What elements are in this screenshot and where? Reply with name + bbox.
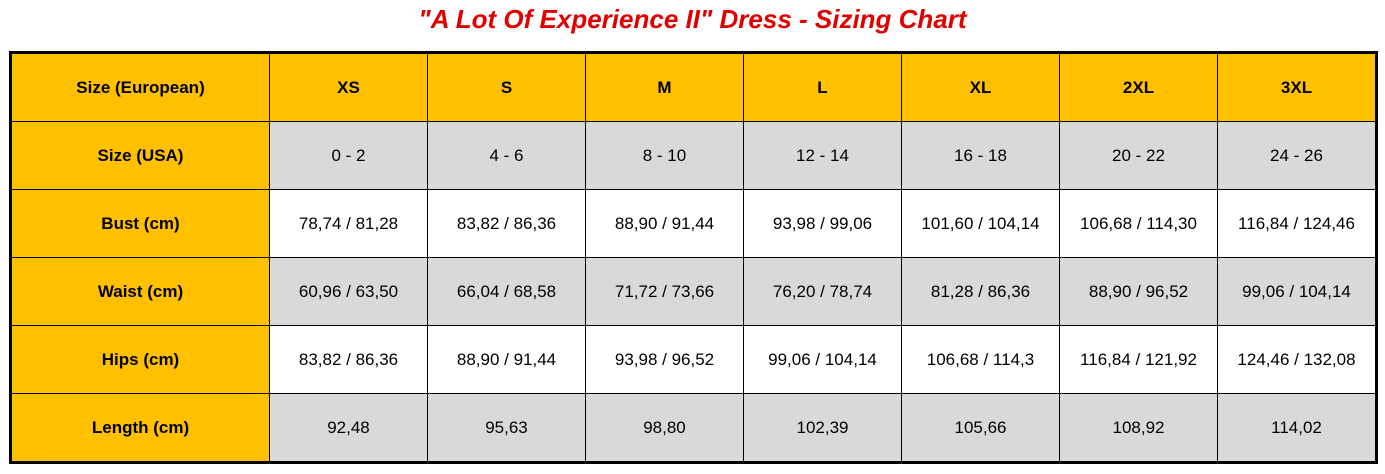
table-cell: 95,63 <box>427 393 586 463</box>
table-cell: 4 - 6 <box>427 121 586 190</box>
table-cell: 101,60 / 104,14 <box>901 189 1060 258</box>
header-cell: Length (cm) <box>10 393 270 463</box>
table-cell: 20 - 22 <box>1059 121 1218 190</box>
table-cell: 76,20 / 78,74 <box>743 257 902 326</box>
table-row: Length (cm) 92,48 95,63 98,80 102,39 105,66 10… <box>10 393 1377 463</box>
header-cell: M <box>585 52 744 122</box>
header-cell: Size (USA) <box>10 121 270 190</box>
table-cell: 93,98 / 99,06 <box>743 189 902 258</box>
table-row: Waist (cm) 60,96 / 63,50 66,04 / 68,58 71,7… <box>10 257 1377 326</box>
table-cell: 92,48 <box>269 393 428 463</box>
header-cell: XL <box>901 52 1060 122</box>
table-cell: 78,74 / 81,28 <box>269 189 428 258</box>
table-cell: 116,84 / 121,92 <box>1059 325 1218 394</box>
table-cell: 105,66 <box>901 393 1060 463</box>
chart-title: "A Lot Of Experience II" Dress - Sizing … <box>418 4 967 34</box>
table-row: Bust (cm) 78,74 / 81,28 83,82 / 86,36 88,90… <box>10 189 1377 258</box>
header-cell: Waist (cm) <box>10 257 270 326</box>
header-cell: Hips (cm) <box>10 325 270 394</box>
table-cell: 66,04 / 68,58 <box>427 257 586 326</box>
table-cell: 24 - 26 <box>1217 121 1377 190</box>
table-cell: 8 - 10 <box>585 121 744 190</box>
table-cell: 81,28 / 86,36 <box>901 257 1060 326</box>
table-cell: 88,90 / 91,44 <box>427 325 586 394</box>
header-cell: L <box>743 52 902 122</box>
table-cell: 60,96 / 63,50 <box>269 257 428 326</box>
table-cell: 108,92 <box>1059 393 1218 463</box>
table-row: Hips (cm) 83,82 / 86,36 88,90 / 91,44 93,98… <box>10 325 1377 394</box>
table-row: Size (European) XS S M L XL 2XL 3XL <box>10 52 1377 122</box>
table-cell: 99,06 / 104,14 <box>743 325 902 394</box>
table-cell: 88,90 / 91,44 <box>585 189 744 258</box>
table-cell: 12 - 14 <box>743 121 902 190</box>
table-cell: 114,02 <box>1217 393 1377 463</box>
header-cell: S <box>427 52 586 122</box>
table-cell: 83,82 / 86,36 <box>269 325 428 394</box>
header-cell: 2XL <box>1059 52 1218 122</box>
table-cell: 99,06 / 104,14 <box>1217 257 1377 326</box>
table-cell: 93,98 / 96,52 <box>585 325 744 394</box>
table-cell: 0 - 2 <box>269 121 428 190</box>
size-table: Size (European) XS S M L XL 2XL 3XL Size (USA) 0 … <box>9 51 1378 464</box>
table-cell: 83,82 / 86,36 <box>427 189 586 258</box>
header-cell: Size (European) <box>10 52 270 122</box>
header-cell: 3XL <box>1217 52 1377 122</box>
table-cell: 16 - 18 <box>901 121 1060 190</box>
table-cell: 98,80 <box>585 393 744 463</box>
table-cell: 71,72 / 73,66 <box>585 257 744 326</box>
table-cell: 106,68 / 114,3 <box>901 325 1060 394</box>
table-cell: 88,90 / 96,52 <box>1059 257 1218 326</box>
header-cell: Bust (cm) <box>10 189 270 258</box>
header-cell: XS <box>269 52 428 122</box>
table-cell: 116,84 / 124,46 <box>1217 189 1377 258</box>
table-cell: 124,46 / 132,08 <box>1217 325 1377 394</box>
table-cell: 106,68 / 114,30 <box>1059 189 1218 258</box>
table-cell: 102,39 <box>743 393 902 463</box>
